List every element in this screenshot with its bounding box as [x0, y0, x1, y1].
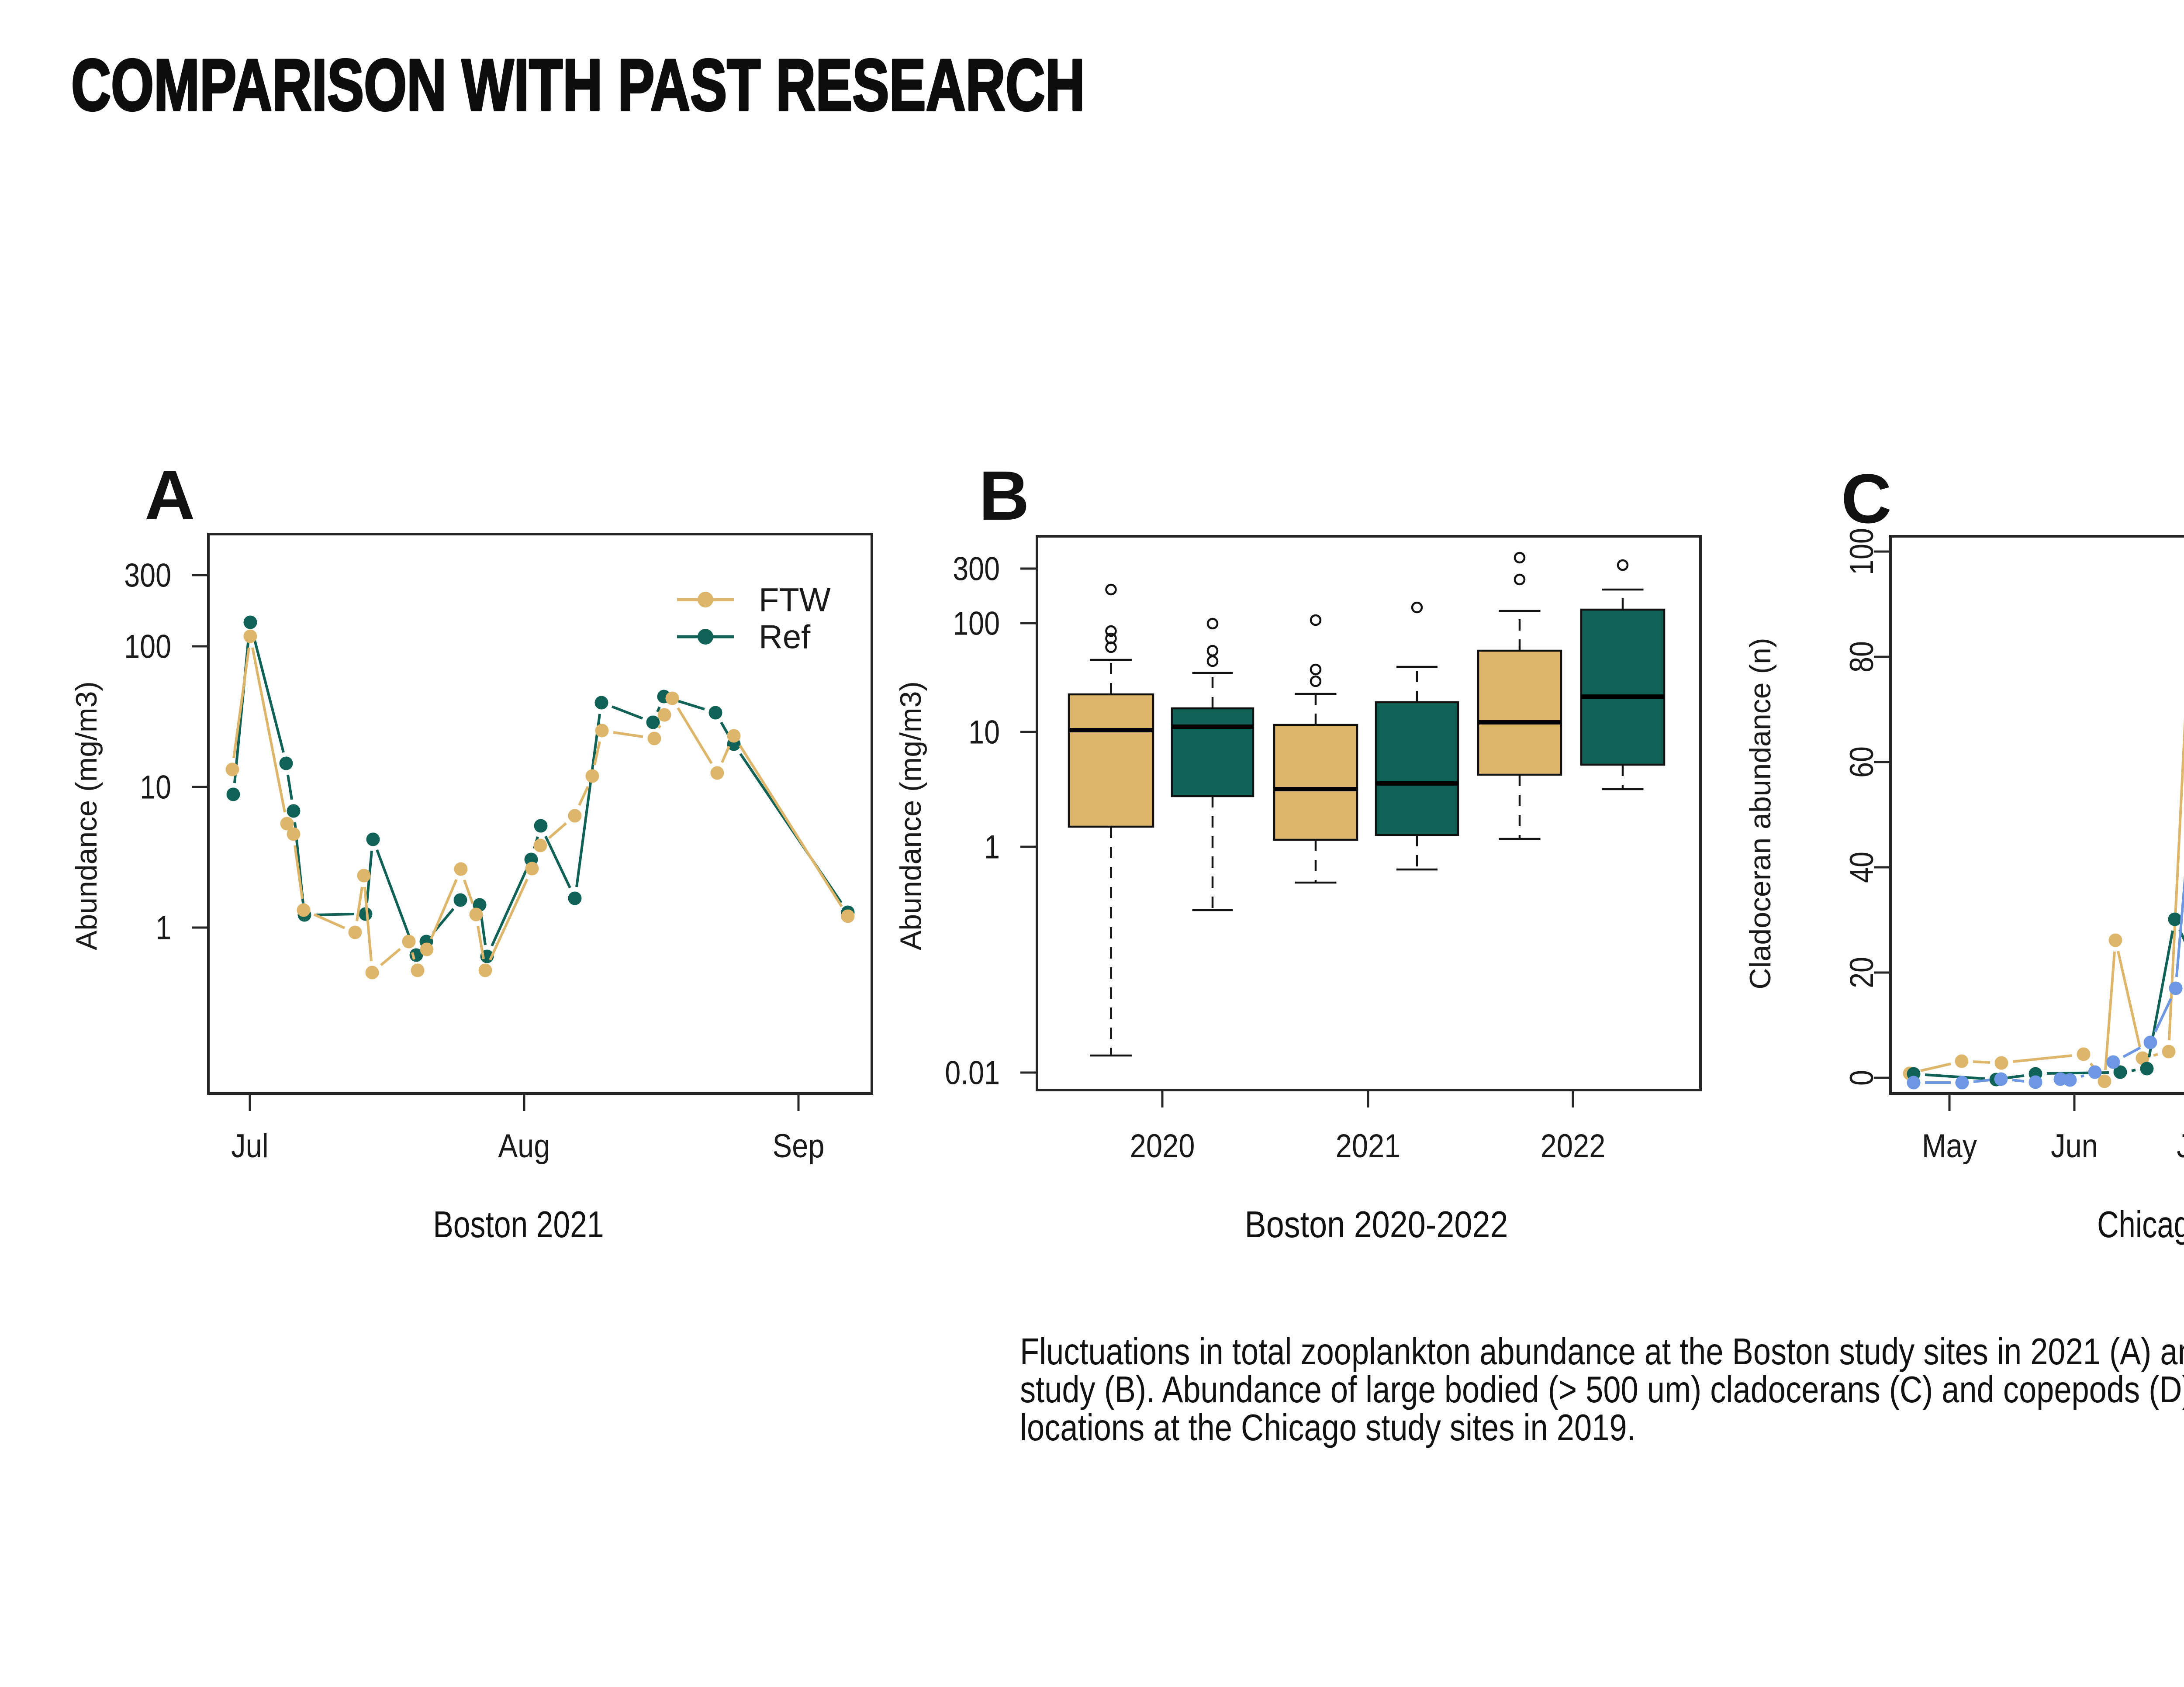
svg-text:Boston 2021: Boston 2021	[433, 1204, 604, 1245]
svg-text:COMPARISON WITH PAST RESEARCH: COMPARISON WITH PAST RESEARCH	[71, 45, 1085, 126]
svg-text:A: A	[145, 456, 195, 534]
svg-text:1: 1	[156, 909, 171, 946]
svg-text:Boston 2020-2022: Boston 2020-2022	[1245, 1204, 1508, 1245]
svg-text:300: 300	[124, 557, 171, 594]
svg-text:Sep: Sep	[773, 1128, 825, 1165]
svg-text:300: 300	[953, 550, 1000, 587]
svg-text:2022: 2022	[1541, 1128, 1606, 1165]
svg-text:FTW: FTW	[759, 582, 831, 619]
svg-text:20: 20	[1843, 957, 1880, 988]
svg-text:study (B). Abundance of large: study (B). Abundance of large bodied (> …	[1020, 1369, 2184, 1410]
svg-text:10: 10	[968, 714, 1000, 751]
svg-text:locations at the Chicago study: locations at the Chicago study sites in …	[1020, 1407, 1636, 1448]
svg-text:Chicago 2019: Chicago 2019	[2097, 1204, 2184, 1245]
svg-text:Aug: Aug	[498, 1128, 550, 1165]
svg-text:0.01: 0.01	[945, 1054, 1000, 1091]
svg-text:Fluctuations in total zooplank: Fluctuations in total zooplankton abunda…	[1020, 1331, 2184, 1372]
svg-text:40: 40	[1843, 852, 1880, 883]
svg-text:May: May	[1922, 1128, 1977, 1165]
svg-text:60: 60	[1843, 746, 1880, 778]
svg-text:B: B	[979, 456, 1030, 535]
svg-text:Jun: Jun	[2051, 1128, 2098, 1165]
svg-text:Jul: Jul	[231, 1128, 268, 1165]
svg-text:1: 1	[984, 828, 1000, 866]
svg-text:Ref: Ref	[759, 619, 811, 656]
svg-text:10: 10	[140, 769, 171, 806]
svg-text:100: 100	[953, 605, 1000, 642]
svg-text:80: 80	[1843, 641, 1880, 673]
svg-text:Cladoceran abundance (n): Cladoceran abundance (n)	[1744, 638, 1777, 989]
svg-text:100: 100	[124, 628, 171, 665]
svg-text:Abundance (mg/m3): Abundance (mg/m3)	[894, 681, 927, 950]
svg-text:Abundance (mg/m3): Abundance (mg/m3)	[70, 681, 103, 950]
svg-text:Jul: Jul	[2177, 1128, 2184, 1165]
svg-text:100: 100	[1843, 528, 1880, 575]
svg-text:0: 0	[1843, 1070, 1880, 1086]
svg-text:2020: 2020	[1130, 1128, 1195, 1165]
svg-text:2021: 2021	[1336, 1128, 1401, 1165]
svg-text:C: C	[1841, 459, 1892, 538]
